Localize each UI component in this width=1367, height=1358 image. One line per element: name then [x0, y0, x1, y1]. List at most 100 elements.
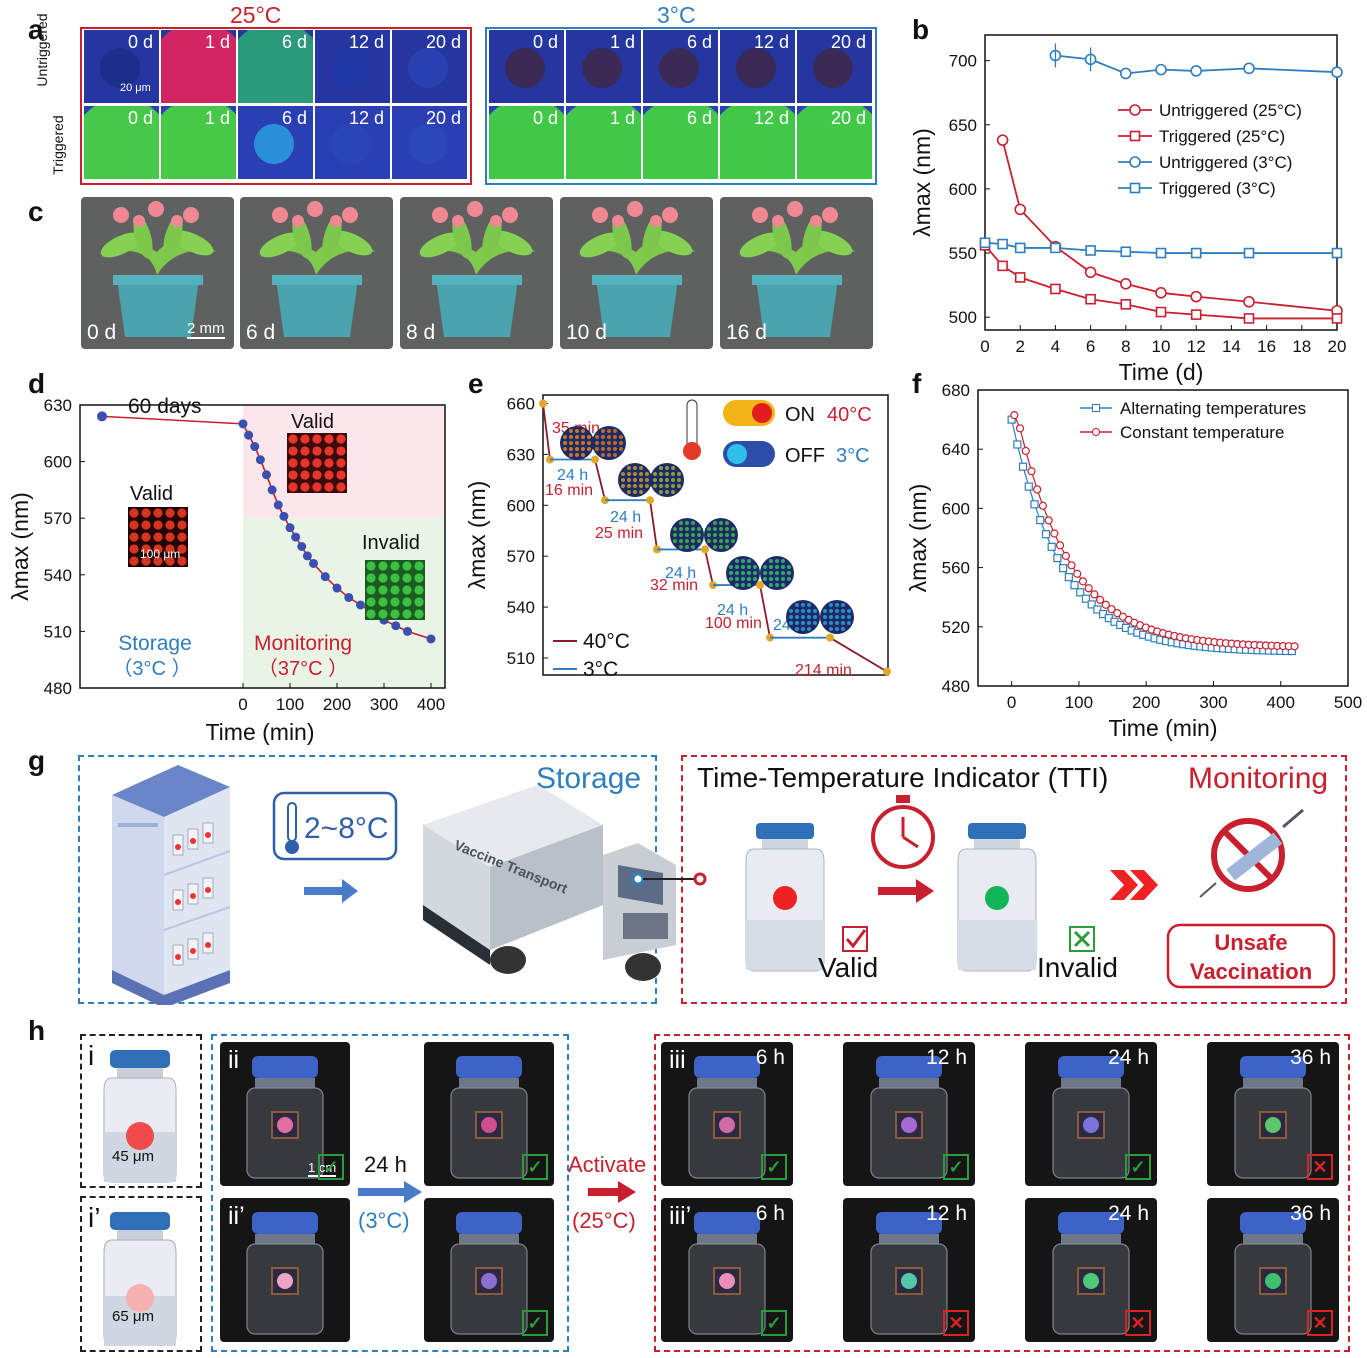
pattern-dot	[807, 627, 811, 631]
photo-label: iii	[669, 1046, 686, 1074]
stopwatch-icon	[871, 795, 935, 869]
vial-icon	[450, 1056, 528, 1179]
storage-point	[97, 411, 107, 422]
x-tick-label: 4	[1051, 337, 1060, 356]
legend-marker	[1092, 404, 1100, 412]
data-point	[344, 592, 354, 602]
valid-check-icon: ✓	[318, 1154, 344, 1180]
pattern-dot	[685, 527, 689, 531]
untriggered-cell: 1 d	[161, 30, 236, 103]
pattern-dot	[835, 603, 839, 607]
storage-temp-label: (3°C)	[358, 1208, 410, 1233]
pattern-dot	[607, 453, 611, 457]
pattern-dot	[677, 478, 681, 482]
pattern-dot	[575, 447, 579, 451]
pattern-dot	[835, 609, 839, 613]
pattern-dot	[829, 615, 833, 619]
y-tick-label: 600	[44, 453, 72, 472]
data-point	[250, 442, 260, 452]
pattern-dot	[813, 615, 817, 619]
vial-valid-icon	[745, 823, 825, 972]
x-axis-label: Time (d)	[1119, 359, 1204, 385]
data-point	[302, 551, 312, 561]
data-point	[426, 634, 436, 644]
pattern-dot	[713, 539, 717, 543]
hot-segment	[704, 549, 714, 586]
pattern-dot	[402, 561, 412, 571]
data-point	[646, 496, 654, 505]
pattern-dot	[587, 435, 591, 439]
pattern-dot	[378, 597, 388, 607]
legend-marker	[1129, 182, 1141, 194]
vial-icon	[1052, 1212, 1130, 1335]
flowerpot-photo: 0 d 2 mm	[81, 197, 234, 349]
legend-label: Untriggered (3°C)	[1159, 153, 1292, 172]
pattern-dot	[719, 521, 723, 525]
triggered-cell: 12 d	[315, 106, 390, 179]
day-label: 12 d	[753, 108, 789, 128]
x-tick-label: 10	[1152, 337, 1171, 356]
pattern-dot	[627, 490, 631, 494]
data-point	[1085, 245, 1096, 256]
vial-photo: ii 1 cm ✓	[220, 1042, 350, 1186]
pattern-dot	[569, 441, 573, 445]
invalid-label: Invalid	[362, 532, 420, 554]
pattern-dot	[775, 559, 779, 563]
pattern-dot	[288, 434, 298, 444]
plot-frame	[542, 394, 889, 676]
pattern-dot	[747, 559, 751, 563]
hot-duration-label: 214 min	[795, 662, 852, 679]
day-label: 0 d	[127, 108, 153, 128]
pattern-dot	[639, 484, 643, 488]
pattern-dot	[801, 609, 805, 613]
pattern-dot	[823, 621, 827, 625]
pattern-dot	[719, 545, 723, 549]
data-point	[1018, 462, 1028, 471]
data-point	[262, 470, 271, 480]
triggered-cell: 0 d	[84, 106, 159, 179]
arrow-blue-icon	[358, 1181, 422, 1203]
pattern-dot	[731, 527, 735, 531]
pattern-dot	[741, 583, 745, 587]
pattern-dot	[685, 521, 689, 525]
day-label: 6 d	[686, 32, 712, 52]
photo-label: ii	[228, 1046, 240, 1074]
pattern-dot	[414, 573, 424, 583]
pattern-dot	[763, 565, 767, 569]
data-point	[996, 134, 1009, 146]
chart-d: 0 100 200 300 400 480 510 540 570 600 630 Time (min…	[7, 395, 446, 745]
untriggered-cell: 20 d	[797, 30, 872, 103]
day-label: 1 d	[609, 32, 635, 52]
y-tick-label: 570	[44, 509, 72, 528]
hot-duration-label: 16 min	[545, 482, 593, 499]
pattern-dot	[795, 603, 799, 607]
row-label-triggered: Triggered	[50, 115, 66, 175]
pattern-dot	[671, 472, 675, 476]
pattern-dot	[731, 533, 735, 537]
valid-top-label: Valid	[291, 411, 334, 433]
data-point	[1331, 66, 1343, 78]
frame-25c	[80, 27, 472, 185]
hot-segment	[759, 584, 771, 638]
data-point	[1190, 290, 1203, 303]
legend-label: 40°C	[583, 630, 630, 653]
vial-invalid-icon	[957, 823, 1037, 972]
pattern-dot	[847, 609, 851, 613]
data-point	[1084, 266, 1097, 279]
pattern-dot	[621, 484, 625, 488]
x-tick-label: 12	[1187, 337, 1206, 356]
pattern-dot	[679, 545, 683, 549]
vial-box-i-prime	[80, 1196, 202, 1352]
untriggered-cell: 6 d	[643, 30, 718, 103]
vial-photo: ✓	[424, 1198, 554, 1342]
pattern-dot	[312, 482, 322, 492]
pattern-dot	[324, 482, 334, 492]
data-point	[273, 500, 283, 510]
pattern-dot	[639, 490, 643, 494]
data-point	[1085, 293, 1096, 305]
pattern-dot	[378, 561, 388, 571]
pattern-dot	[414, 609, 424, 619]
day-label: 1 d	[204, 32, 230, 52]
invalid-cross-icon: ✕	[1307, 1154, 1333, 1180]
pattern-dot	[673, 539, 677, 543]
